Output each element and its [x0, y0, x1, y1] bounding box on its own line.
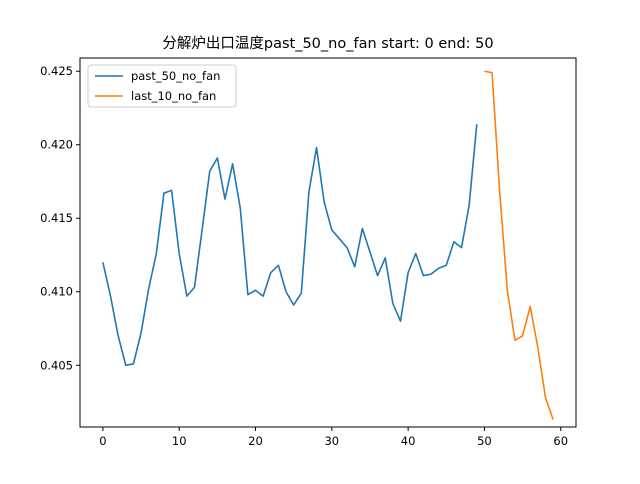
x-tick-label: 10 — [172, 434, 187, 448]
legend-label-past_50_no_fan: past_50_no_fan — [131, 69, 220, 83]
plot-frame — [79, 57, 577, 428]
y-tick-label: 0.415 — [40, 211, 73, 225]
x-tick-label: 30 — [324, 434, 339, 448]
y-tick-label: 0.410 — [40, 285, 73, 299]
x-tick-label: 20 — [248, 434, 263, 448]
y-tick-label: 0.405 — [40, 358, 73, 372]
y-tick-label: 0.425 — [40, 64, 73, 78]
x-tick-label: 50 — [477, 434, 492, 448]
series-line-last_10_no_fan — [484, 70, 554, 420]
y-tick-label: 0.420 — [40, 138, 73, 152]
x-tick-label: 60 — [553, 434, 568, 448]
x-tick-label: 40 — [401, 434, 416, 448]
chart-title: 分解炉出口温度past_50_no_fan start: 0 end: 50 — [162, 35, 493, 52]
series-line-past_50_no_fan — [102, 124, 478, 367]
legend-box — [87, 64, 237, 108]
x-tick-label: 0 — [99, 434, 106, 448]
legend-label-last_10_no_fan: last_10_no_fan — [131, 89, 216, 103]
